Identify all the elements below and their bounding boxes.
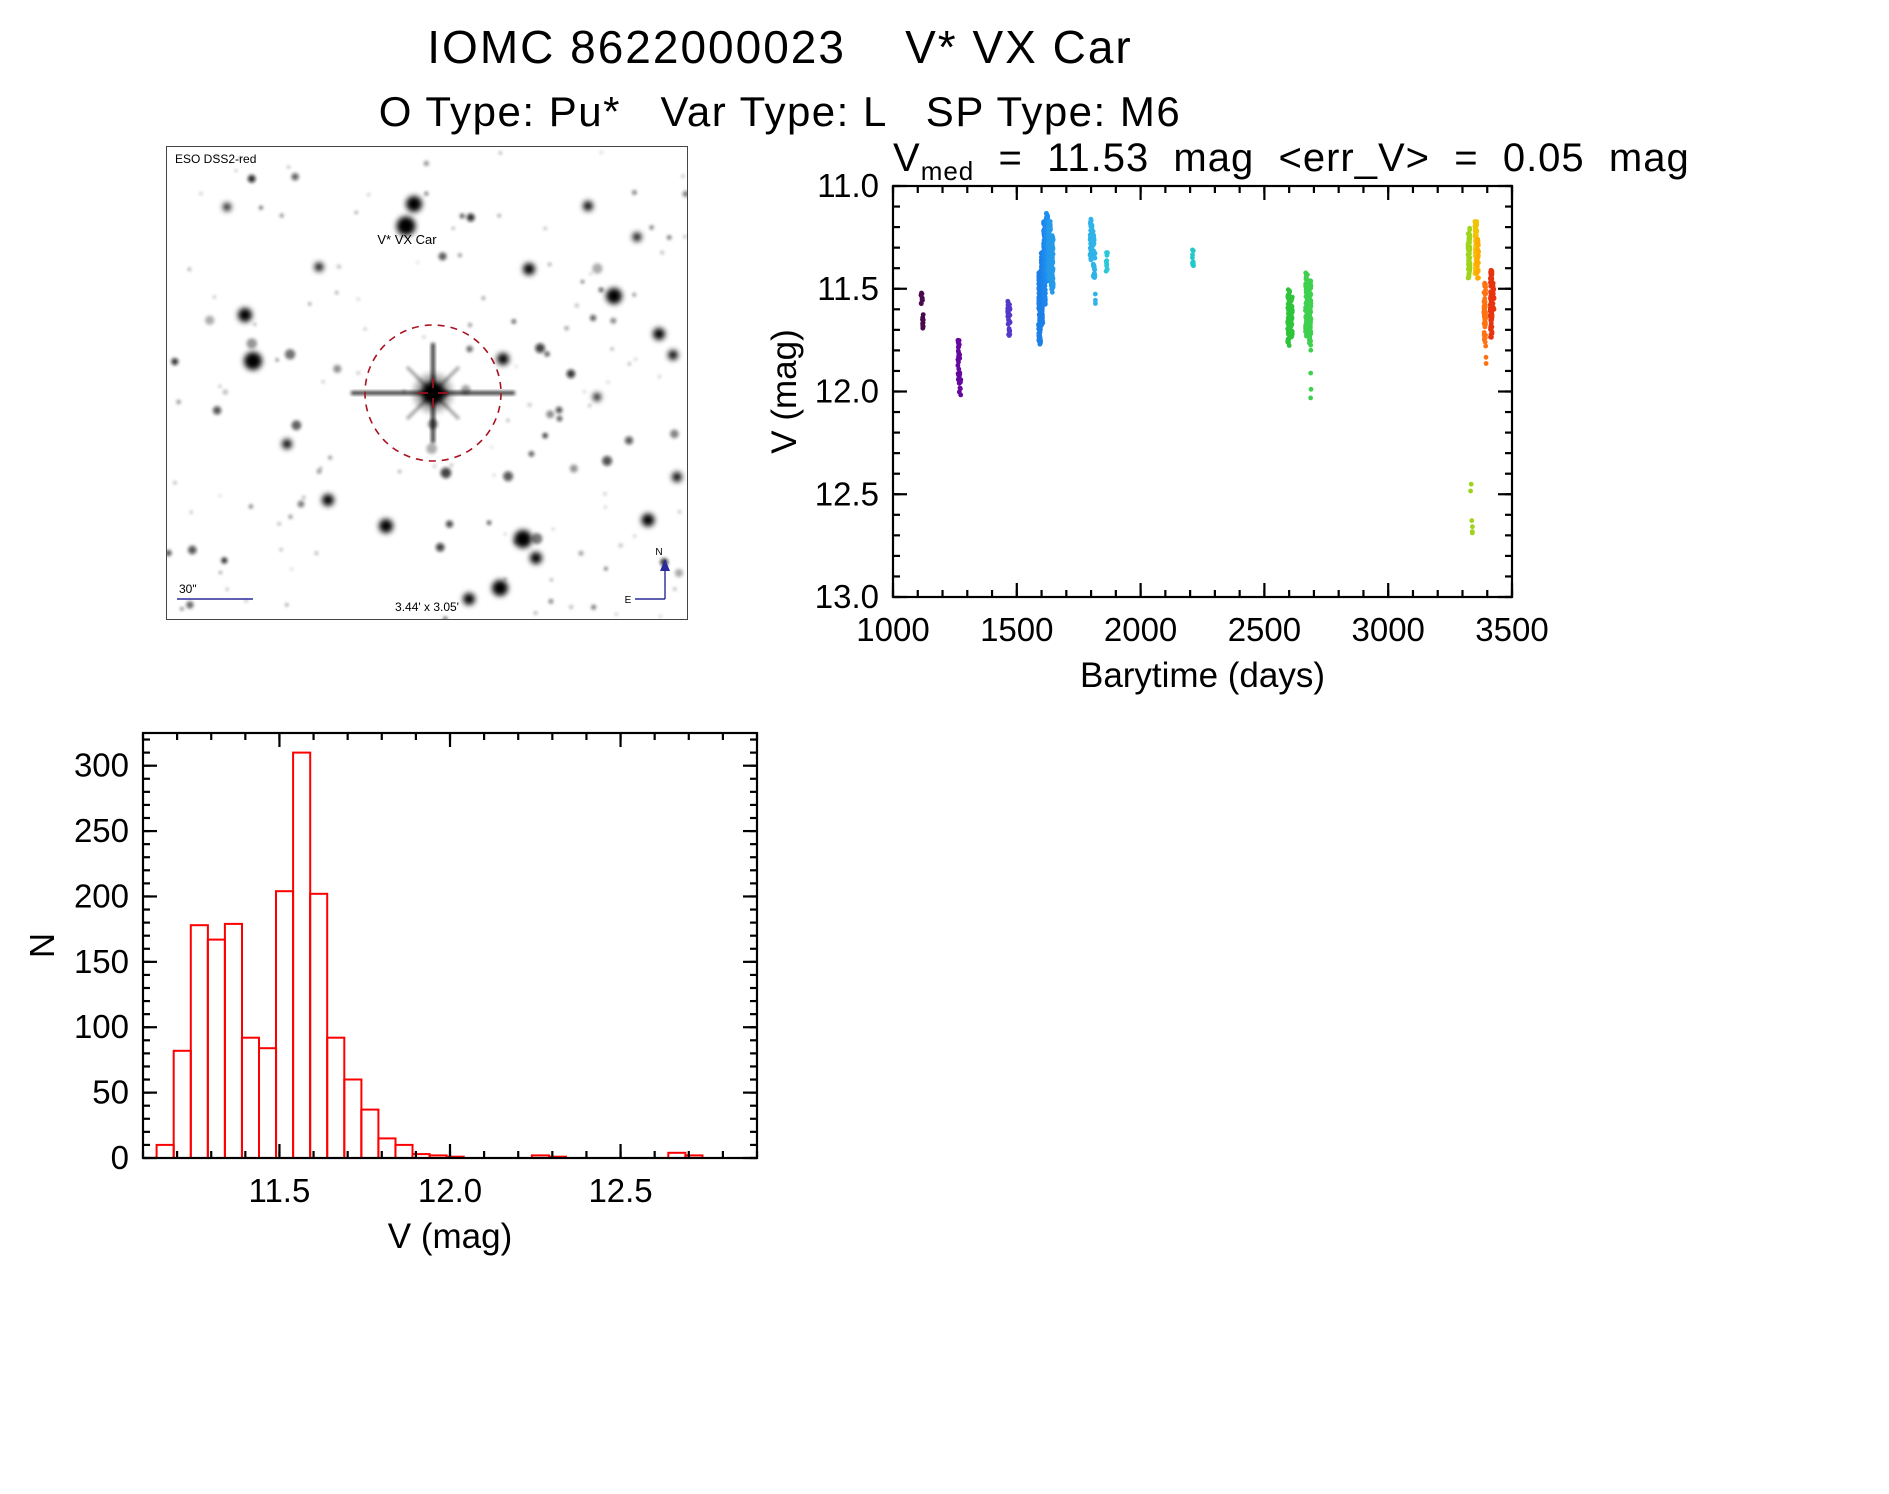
field-size-label: 3.44' x 3.05' xyxy=(395,600,459,614)
lightcurve-title: Vmed = 11.53 mag <err_V> = 0.05 mag xyxy=(893,136,1689,187)
vmed-sub-label: med xyxy=(920,156,975,186)
y-axis-label: N xyxy=(30,933,62,958)
y-tick-label: 13.0 xyxy=(815,578,879,615)
target-star xyxy=(351,343,515,443)
x-tick-label: 12.5 xyxy=(588,1172,652,1209)
histogram-svg: 11.5 12.0 12.5 0 50 100 150 200 250 300 V (mag) N xyxy=(23,700,840,1300)
plot-box xyxy=(141,731,759,1160)
histogram-panel: 11.5 12.0 12.5 0 50 100 150 200 250 300 V (mag) N xyxy=(23,700,840,1300)
x-tick-label: 1500 xyxy=(980,611,1053,648)
y-tick-label: 300 xyxy=(74,747,129,784)
lightcurve-panel: 1000 1500 2000 2500 3000 3500 11.0 11.5 12.0 12.5… xyxy=(765,130,1560,710)
target-name-label: V* VX Car xyxy=(377,232,437,247)
data-points xyxy=(918,211,1497,536)
survey-label: ESO DSS2-red xyxy=(175,152,256,166)
finder-image: V* VX Car ESO DSS2-red 30" 3.44' x 3.05' N E xyxy=(165,147,689,621)
bright-stars xyxy=(223,196,682,605)
x-tick-label: 3500 xyxy=(1475,611,1548,648)
aperture-circle-icon xyxy=(364,324,502,462)
x-tick-label: 1000 xyxy=(856,611,929,648)
x-tick-label: 3000 xyxy=(1351,611,1424,648)
x-tick-label: 2500 xyxy=(1228,611,1301,648)
y-tick-label: 250 xyxy=(74,812,129,849)
histogram-bars xyxy=(155,751,720,1160)
histogram-chart: 11.5 12.0 12.5 0 50 100 150 200 250 300 V (mag) N xyxy=(23,731,759,1256)
y-tick-label: 12.5 xyxy=(815,475,879,512)
y-axis-label: V (mag) xyxy=(770,329,804,453)
x-tick-label: 11.5 xyxy=(249,1172,311,1209)
page-subtitle: O Type: Pu* Var Type: L SP Type: M6 xyxy=(378,88,1182,135)
lightcurve-chart: 1000 1500 2000 2500 3000 3500 11.0 11.5 12.0 12.5… xyxy=(765,167,1549,695)
y-tick-label: 11.5 xyxy=(817,270,879,307)
axis-ticks xyxy=(891,184,1514,599)
y-tick-label: 0 xyxy=(111,1139,129,1176)
y-tick-label: 11.0 xyxy=(817,167,879,204)
background-stars xyxy=(165,150,689,621)
scale-label: 30" xyxy=(179,582,197,596)
y-tick-label: 150 xyxy=(74,943,129,980)
y-tick-label: 200 xyxy=(74,877,129,914)
compass-east-label: E xyxy=(625,595,632,606)
y-tick-label: 12.0 xyxy=(815,373,879,410)
page-title: IOMC 8622000023 V* VX Car xyxy=(427,21,1133,73)
plot-box xyxy=(891,184,1514,599)
y-tick-label: 100 xyxy=(74,1008,129,1045)
axis-ticks xyxy=(141,733,759,1160)
x-tick-label: 2000 xyxy=(1104,611,1177,648)
y-tick-label: 50 xyxy=(92,1074,129,1111)
target-annotations xyxy=(364,324,502,462)
compass-icon xyxy=(635,559,670,600)
x-tick-label: 12.0 xyxy=(418,1172,482,1209)
finder-panel: V* VX Car ESO DSS2-red 30" 3.44' x 3.05' N E xyxy=(165,146,689,621)
x-axis-label: Barytime (days) xyxy=(1080,656,1325,695)
compass-north-label: N xyxy=(655,547,662,558)
lightcurve-svg: 1000 1500 2000 2500 3000 3500 11.0 11.5 12.0 12.5… xyxy=(765,130,1560,710)
vmed-label: V xyxy=(893,136,921,180)
vmed-stats: = 11.53 mag <err_V> = 0.05 mag xyxy=(974,136,1690,180)
x-axis-label: V (mag) xyxy=(388,1217,512,1256)
finder-svg: V* VX Car ESO DSS2-red 30" 3.44' x 3.05' N E xyxy=(165,147,689,621)
